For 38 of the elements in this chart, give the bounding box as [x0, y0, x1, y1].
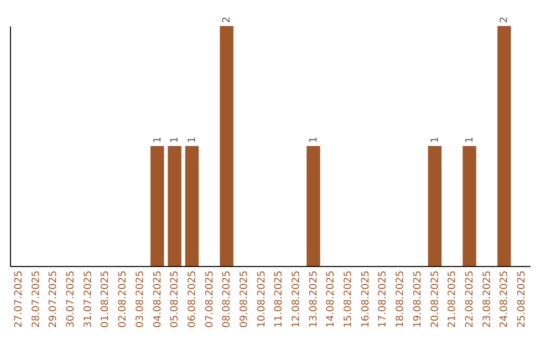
- x-tick-label: 10.08.2025: [256, 270, 268, 328]
- x-tick-label: 04.08.2025: [152, 270, 164, 328]
- data-label: 1: [170, 136, 181, 143]
- data-label: 1: [308, 136, 320, 143]
- data-label: 2: [222, 16, 233, 23]
- x-tick-label: 01.08.2025: [100, 270, 112, 328]
- x-tick-label: 30.07.2025: [66, 270, 77, 328]
- x-tick-label: 19.08.2025: [412, 270, 424, 328]
- data-label: 1: [464, 136, 476, 143]
- x-tick-label: 16.08.2025: [360, 270, 372, 328]
- x-tick-label: 24.08.2025: [499, 270, 510, 328]
- x-tick-label: 28.07.2025: [30, 270, 42, 328]
- x-tick-label: 27.07.2025: [14, 270, 24, 328]
- x-tick-label: 25.08.2025: [516, 270, 528, 328]
- x-tick-label: 15.08.2025: [343, 270, 354, 328]
- x-tick-label: 17.08.2025: [378, 270, 389, 328]
- x-tick-label: 31.07.2025: [82, 270, 94, 328]
- x-tick-label: 20.08.2025: [430, 270, 441, 328]
- x-tick-label: 07.08.2025: [204, 270, 216, 328]
- x-tick-label: 14.08.2025: [326, 270, 337, 328]
- data-label: 1: [186, 136, 198, 143]
- x-tick-label: 23.08.2025: [482, 270, 493, 328]
- x-tick-label: 08.08.2025: [222, 270, 233, 328]
- x-tick-label: 21.08.2025: [447, 270, 458, 328]
- x-tick-label: 09.08.2025: [238, 270, 250, 328]
- x-tick-label: 06.08.2025: [186, 270, 198, 328]
- x-tick-label: 13.08.2025: [308, 270, 320, 328]
- x-tick-label: 03.08.2025: [134, 270, 146, 328]
- data-label: 2: [499, 16, 510, 23]
- data-label: 1: [430, 136, 441, 143]
- x-tick-label: 18.08.2025: [395, 270, 406, 328]
- x-tick-label: 02.08.2025: [118, 270, 129, 328]
- x-tick-label: 22.08.2025: [464, 270, 476, 328]
- x-tick-label: 05.08.2025: [170, 270, 181, 328]
- x-tick-label: 12.08.2025: [291, 270, 302, 328]
- data-label: 1: [152, 136, 164, 143]
- x-tick-label: 11.08.2025: [274, 270, 285, 328]
- x-tick-label: 29.07.2025: [48, 270, 60, 328]
